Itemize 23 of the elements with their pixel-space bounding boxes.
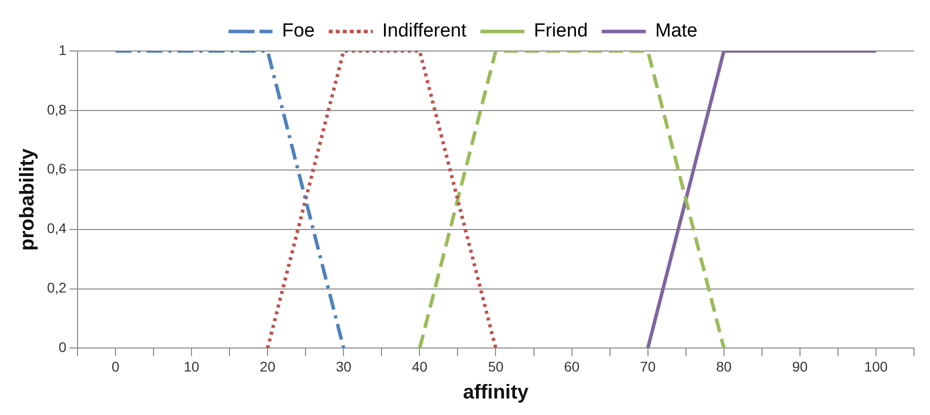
y-tick-label: 0,8 (46, 101, 67, 118)
x-tick-label: 70 (640, 358, 656, 374)
legend-label: Mate (655, 20, 698, 42)
x-tick-label: 20 (260, 358, 276, 374)
x-tick-label: 0 (112, 358, 120, 374)
x-tick-label: 40 (412, 358, 428, 374)
y-tick-label: 0,4 (46, 220, 67, 236)
y-tick-label: 0,2 (46, 280, 67, 296)
x-tick-label: 10 (184, 358, 200, 374)
x-tick-label: 90 (792, 358, 808, 374)
legend-label: Friend (534, 20, 588, 42)
y-axis-title: probability (16, 148, 39, 251)
x-axis-title: affinity (462, 382, 530, 404)
legend-label: Indifferent (382, 20, 468, 42)
x-tick-label: 100 (864, 358, 888, 374)
x-tick-label: 80 (716, 358, 732, 374)
x-tick-label: 30 (336, 358, 352, 374)
y-tick-label: 1 (58, 42, 67, 58)
x-tick-label: 50 (488, 358, 504, 374)
y-tick-label: 0,6 (46, 160, 67, 177)
y-tick-label: 0 (58, 339, 67, 356)
x-tick-label: 60 (564, 358, 580, 374)
legend-label: Foe (282, 20, 315, 42)
